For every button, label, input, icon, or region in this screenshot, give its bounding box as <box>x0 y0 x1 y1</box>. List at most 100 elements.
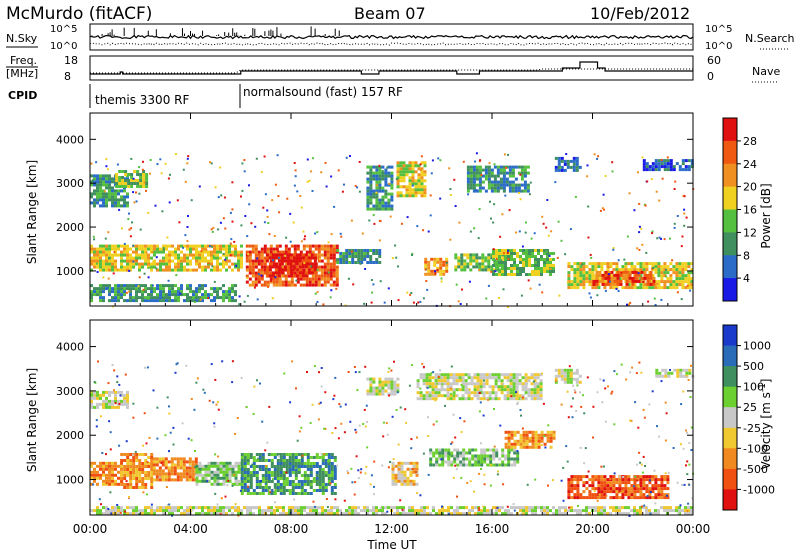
heatmap-cell <box>282 453 286 456</box>
heatmap-cell <box>213 479 217 483</box>
heatmap-cell <box>384 177 388 181</box>
heatmap-cell <box>260 283 264 287</box>
heatmap-cell <box>176 475 180 479</box>
heatmap-cell <box>419 397 423 401</box>
heatmap-cell <box>171 244 174 248</box>
y-tick-label: 1000 <box>56 265 84 278</box>
heatmap-cell <box>525 439 529 443</box>
heatmap-cell <box>652 266 655 269</box>
heatmap-cell <box>142 176 146 179</box>
heatmap-cell <box>669 159 673 163</box>
heatmap-cell <box>173 466 177 470</box>
heatmap-cell <box>566 371 570 375</box>
heatmap-cell <box>521 388 525 392</box>
heatmap-cell <box>381 386 385 390</box>
heatmap-cell <box>425 280 428 282</box>
heatmap-cell <box>267 459 271 462</box>
heatmap-cell <box>459 454 463 458</box>
heatmap-cell <box>177 268 180 272</box>
heatmap-cell <box>254 262 258 266</box>
heatmap-cell <box>372 283 375 286</box>
heatmap-cell <box>495 463 499 467</box>
heatmap-cell <box>297 486 301 489</box>
heatmap-cell <box>147 244 150 248</box>
heatmap-cell <box>126 195 129 199</box>
heatmap-cell <box>162 296 165 300</box>
heatmap-cell <box>453 448 457 452</box>
heatmap-cell <box>191 478 195 482</box>
heatmap-cell <box>472 174 476 178</box>
heatmap-cell <box>440 373 444 377</box>
heatmap-cell <box>476 391 480 395</box>
heatmap-cell <box>397 476 401 480</box>
heatmap-cell <box>520 177 524 181</box>
heatmap-cell <box>213 280 216 283</box>
heatmap-cell <box>476 394 480 398</box>
heatmap-cell <box>260 265 264 269</box>
heatmap-cell <box>494 385 498 389</box>
heatmap-cell <box>248 277 252 281</box>
heatmap-cell <box>417 512 420 516</box>
heatmap-cell <box>657 496 661 500</box>
heatmap-cell <box>164 475 168 479</box>
heatmap-cell <box>320 171 323 174</box>
heatmap-cell <box>417 164 421 168</box>
heatmap-cell <box>417 179 421 183</box>
heatmap-cell <box>288 471 292 474</box>
heatmap-cell <box>105 253 108 257</box>
heatmap-cell <box>432 454 436 458</box>
heatmap-cell <box>519 261 522 264</box>
heatmap-cell <box>294 175 297 178</box>
heatmap-cell <box>460 253 464 257</box>
heatmap-cell <box>285 480 289 483</box>
heatmap-cell <box>133 182 137 185</box>
heatmap-cell <box>314 274 318 278</box>
heatmap-cell <box>490 265 494 269</box>
heatmap-cell <box>136 179 140 182</box>
heatmap-cell <box>99 464 102 468</box>
heatmap-cell <box>628 276 632 280</box>
heatmap-cell <box>250 222 253 225</box>
heatmap-cell <box>492 448 496 452</box>
heatmap-cell <box>430 272 434 276</box>
heatmap-cell <box>520 294 523 297</box>
heatmap-cell <box>292 262 295 265</box>
heatmap-cell <box>372 177 376 181</box>
heatmap-cell <box>579 478 583 482</box>
heatmap-cell <box>638 225 641 228</box>
heatmap-cell <box>313 265 317 269</box>
heatmap-cell <box>396 182 400 186</box>
heatmap-cell <box>570 478 574 482</box>
heatmap-cell <box>198 253 201 257</box>
heatmap-cell <box>168 284 171 288</box>
heatmap-cell <box>123 468 127 471</box>
heatmap-cell <box>657 478 661 482</box>
heatmap-cell <box>249 506 252 510</box>
heatmap-cell <box>369 377 373 381</box>
heatmap-cell <box>654 484 658 488</box>
heatmap-cell <box>93 467 96 471</box>
heatmap-cell <box>567 274 571 278</box>
heatmap-cell <box>102 276 105 279</box>
heatmap-cell <box>311 244 315 248</box>
heatmap-cell <box>522 270 525 273</box>
heatmap-cell <box>428 397 432 401</box>
heatmap-cell <box>669 262 673 266</box>
heatmap-cell <box>621 481 625 485</box>
heatmap-cell <box>478 186 482 190</box>
heatmap-cell <box>99 244 102 248</box>
heatmap-cell <box>186 268 189 272</box>
heatmap-cell <box>484 171 488 175</box>
heatmap-cell <box>108 177 111 181</box>
heatmap-cell <box>323 283 327 287</box>
heatmap-cell <box>271 271 275 275</box>
heatmap-cell <box>213 287 216 291</box>
heatmap-cell <box>440 388 444 392</box>
heatmap-cell <box>177 509 180 513</box>
heatmap-cell <box>636 247 639 250</box>
heatmap-cell <box>126 204 129 208</box>
heatmap-cell <box>390 380 394 384</box>
heatmap-cell <box>456 463 460 467</box>
heatmap-cell <box>440 394 444 398</box>
heatmap-cell <box>684 274 688 278</box>
